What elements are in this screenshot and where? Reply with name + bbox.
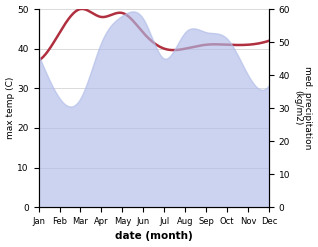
Y-axis label: max temp (C): max temp (C) — [5, 77, 15, 139]
X-axis label: date (month): date (month) — [115, 231, 193, 242]
Y-axis label: med. precipitation
(kg/m2): med. precipitation (kg/m2) — [293, 66, 313, 150]
